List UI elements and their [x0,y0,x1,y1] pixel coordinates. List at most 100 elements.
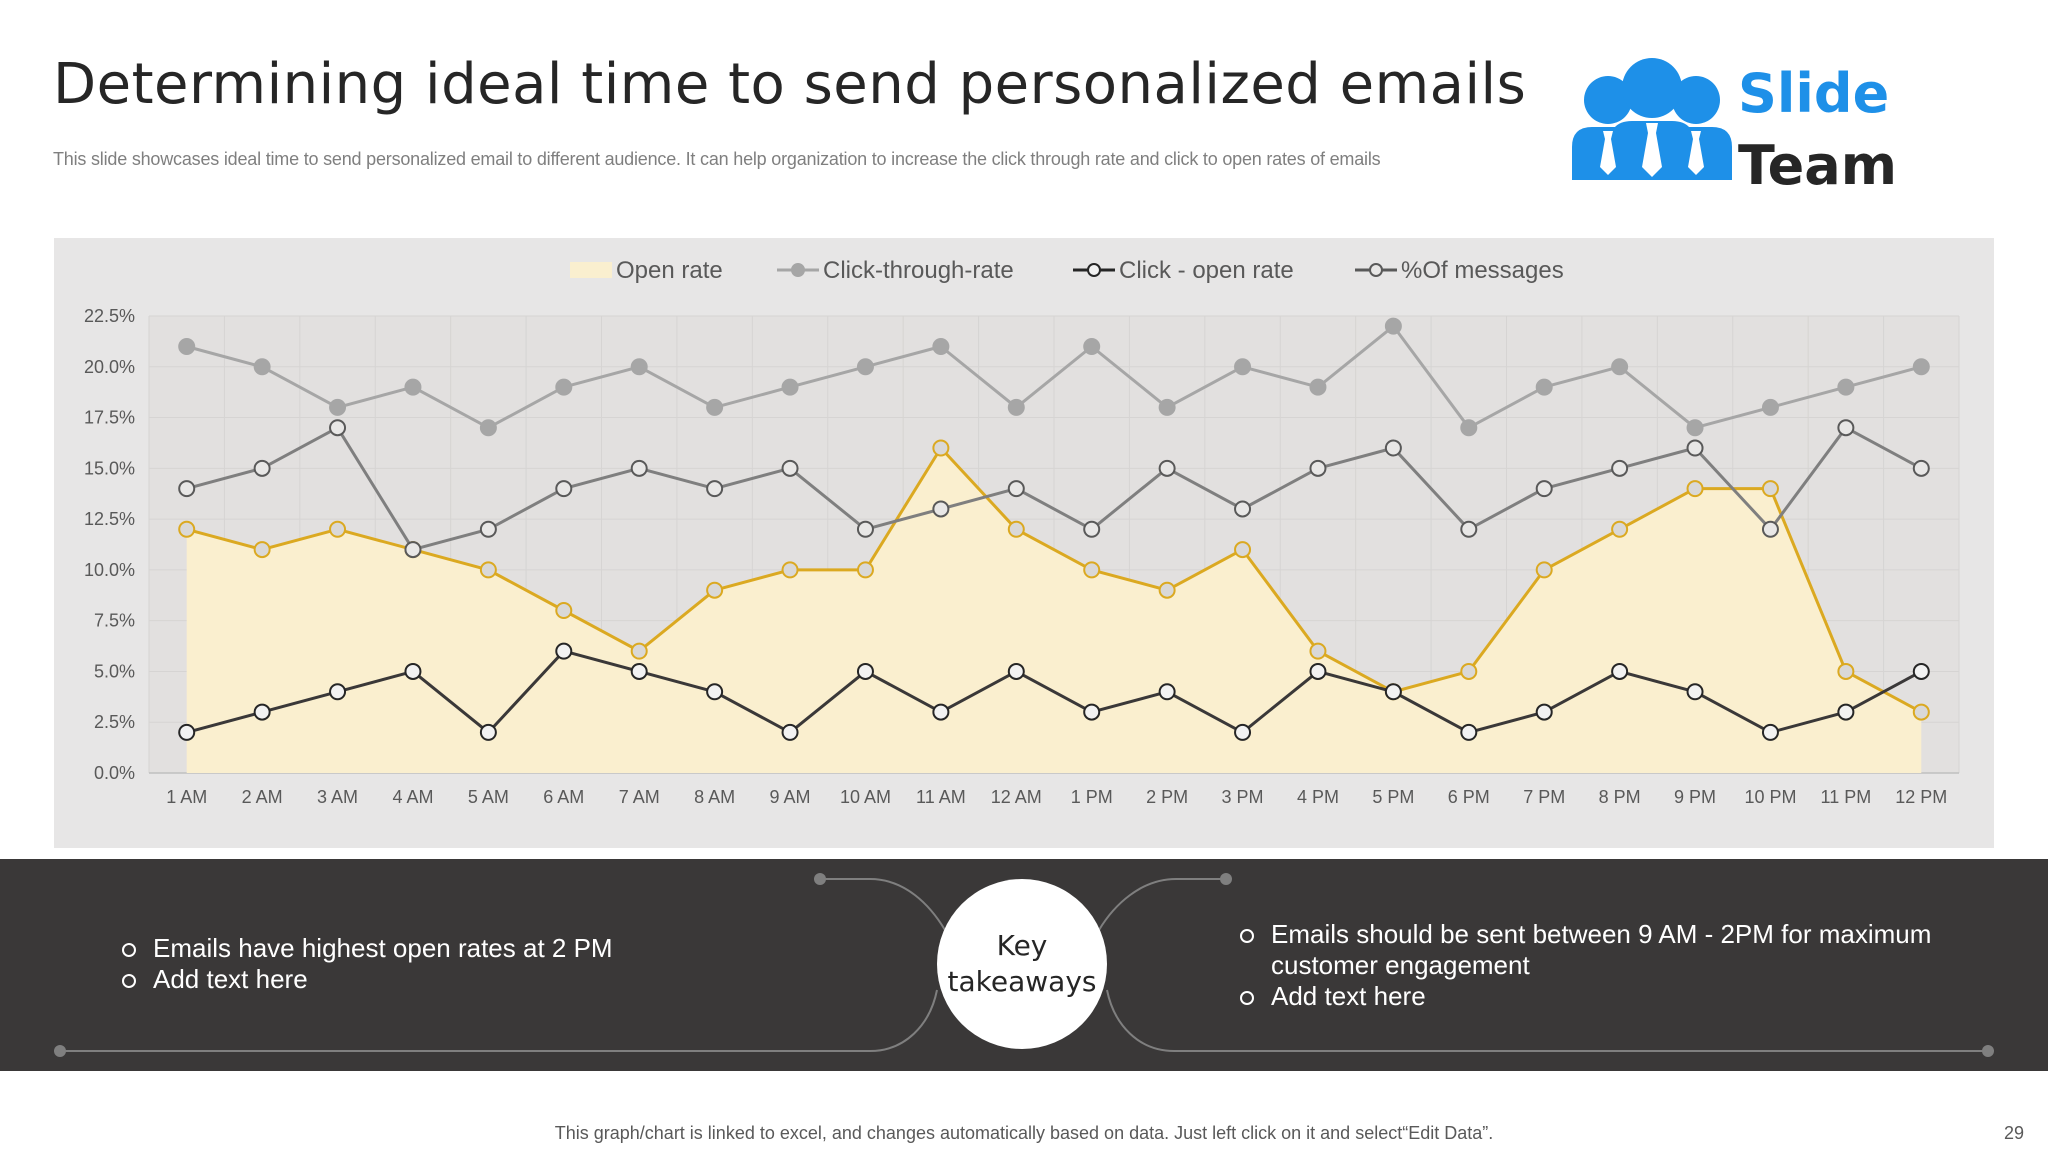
data-point [404,378,422,396]
key-takeaways-circle: Key takeaways [937,879,1107,1049]
data-point [630,642,648,660]
x-tick-label: 2 PM [1146,787,1188,807]
y-tick-label: 12.5% [84,509,135,529]
data-point [1912,662,1930,680]
legend-label: Click-through-rate [823,257,1014,284]
takeaway-left-item-1: Emails have highest open rates at 2 PM [122,933,722,964]
data-point [1535,561,1553,579]
data-point [1158,459,1176,477]
legend-marker [791,263,805,277]
data-point [856,520,874,538]
data-point [329,683,347,701]
data-point [1234,541,1252,559]
series-line [186,649,1923,734]
series-line [186,324,1922,430]
data-point [1309,642,1327,660]
y-tick-label: 20.0% [84,357,135,377]
x-tick-label: 6 AM [543,787,584,807]
x-tick-label: 4 PM [1297,787,1339,807]
data-point [1234,500,1252,518]
legend-item: Click - open rate [1073,257,1294,284]
data-point [1234,358,1252,376]
x-tick-label: 5 AM [468,787,509,807]
data-point [1158,398,1176,416]
data-point [932,337,950,355]
x-tick-label: 10 PM [1744,787,1796,807]
data-point [781,378,799,396]
data-point [178,480,196,498]
data-point [706,480,724,498]
x-tick-label: 1 PM [1071,787,1113,807]
data-point [1384,317,1402,335]
data-point [1460,520,1478,538]
data-point [1460,419,1478,437]
chart-legend: Open rate Click-through-rate Click - open … [570,257,1564,284]
data-point [1007,480,1025,498]
data-point [630,459,648,477]
data-point [1837,662,1855,680]
data-point [781,561,799,579]
page-title: Determining ideal time to send personali… [53,52,1527,117]
data-point [1761,480,1779,498]
area-fill [186,448,1922,773]
x-tick-label: 4 AM [392,787,433,807]
data-point [479,520,497,538]
y-tick-label: 22.5% [84,306,135,326]
data-point [178,520,196,538]
y-tick-label: 10.0% [84,560,135,580]
data-point [1535,703,1553,721]
x-tick-label: 6 PM [1448,787,1490,807]
x-tick-label: 5 PM [1372,787,1414,807]
takeaways-left-list: Emails have highest open rates at 2 PM A… [122,933,722,995]
data-point [1761,398,1779,416]
legend-label: Click - open rate [1119,257,1294,284]
takeaway-left-item-2: Add text here [122,964,722,995]
legend-label: Open rate [616,257,723,284]
y-tick-label: 2.5% [94,712,135,732]
x-tick-label: 8 AM [694,787,735,807]
data-point [1761,520,1779,538]
data-point [1611,662,1629,680]
data-point [178,337,196,355]
data-point [1083,337,1101,355]
data-point [1535,480,1553,498]
data-point [329,520,347,538]
data-point [1611,459,1629,477]
data-point [1007,520,1025,538]
data-point [1234,723,1252,741]
x-tick-label: 10 AM [840,787,891,807]
footer-note: This graph/chart is linked to excel, and… [554,1123,1494,1143]
data-point [1535,378,1553,396]
takeaways-right-list: Emails should be sent between 9 AM - 2PM… [1240,919,1940,1012]
data-point [253,358,271,376]
data-point [1083,520,1101,538]
data-point [1686,683,1704,701]
data-point [856,561,874,579]
page-number: 29 [2003,1123,2024,1143]
data-point [555,378,573,396]
data-point [856,662,874,680]
data-point [1611,520,1629,538]
legend-item: Open rate [570,257,723,284]
data-point [555,602,573,620]
y-tick-label: 17.5% [84,408,135,428]
data-point [1083,561,1101,579]
x-tick-label: 2 AM [242,787,283,807]
data-point [1837,378,1855,396]
data-point [1309,378,1327,396]
data-point [1912,358,1930,376]
series-click-through-rate [178,317,1930,437]
data-point [404,541,422,559]
legend-marker [1369,263,1383,277]
page-subtitle: This slide showcases ideal time to send … [53,149,1381,169]
data-point [1083,703,1101,721]
data-point [253,541,271,559]
data-point [630,662,648,680]
x-tick-label: 8 PM [1599,787,1641,807]
data-point [1837,703,1855,721]
data-point [329,419,347,437]
team-people-icon [1572,58,1732,180]
x-tick-label: 7 PM [1523,787,1565,807]
y-tick-label: 0.0% [94,763,135,783]
